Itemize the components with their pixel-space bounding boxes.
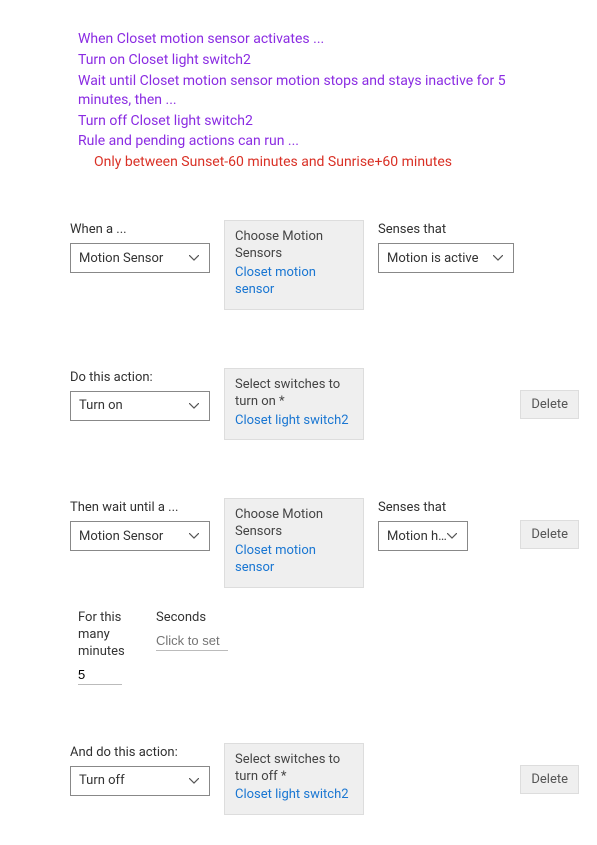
wait-choose-motion-title: Choose Motion Sensors	[235, 507, 353, 541]
action2-dropdown[interactable]: Turn off	[70, 766, 210, 796]
chevron-down-icon	[189, 255, 199, 261]
rule-line: Wait until Closet motion sensor motion s…	[78, 72, 527, 110]
action2-dropdown-value: Turn off	[79, 773, 125, 788]
delete-button[interactable]: Delete	[520, 520, 579, 549]
minutes-label-3: minutes	[78, 644, 138, 661]
seconds-input[interactable]	[156, 631, 228, 651]
minutes-input[interactable]	[78, 665, 122, 685]
wait-senses-value: Motion h…	[387, 529, 447, 544]
choose-motion-link[interactable]: Closet motion sensor	[235, 265, 353, 299]
rule-summary: When Closet motion sensor activates ... …	[0, 0, 597, 178]
action1-label: Do this action:	[70, 370, 210, 385]
chevron-down-icon	[189, 403, 199, 409]
delete-button[interactable]: Delete	[520, 390, 579, 419]
wait-dropdown[interactable]: Motion Sensor	[70, 521, 210, 551]
delete-button[interactable]: Delete	[520, 765, 579, 794]
select-switches-off-title: Select switches to turn off *	[235, 752, 353, 786]
senses-label: Senses that	[378, 222, 514, 237]
action1-section: Do this action: Turn on Select switches …	[0, 370, 597, 441]
minutes-label-2: many	[78, 627, 138, 644]
rule-line: Turn on Closet light switch2	[78, 51, 527, 70]
select-switches-on-link[interactable]: Closet light switch2	[235, 413, 353, 430]
choose-motion-sensors-box: Choose Motion Sensors Closet motion sens…	[224, 220, 364, 310]
when-dropdown-value: Motion Sensor	[79, 251, 163, 266]
action2-label: And do this action:	[70, 745, 210, 760]
chevron-down-icon	[189, 533, 199, 539]
action1-dropdown-value: Turn on	[79, 398, 123, 413]
select-switches-on-title: Select switches to turn on *	[235, 377, 353, 411]
action1-dropdown[interactable]: Turn on	[70, 391, 210, 421]
minutes-label-1: For this	[78, 610, 138, 627]
chevron-down-icon	[189, 778, 199, 784]
seconds-label: Seconds	[156, 610, 228, 627]
chevron-down-icon	[447, 533, 457, 539]
select-switches-off-link[interactable]: Closet light switch2	[235, 787, 353, 804]
choose-motion-title: Choose Motion Sensors	[235, 229, 353, 263]
senses-dropdown-value: Motion is active	[387, 251, 479, 266]
action2-section: And do this action: Turn off Select swit…	[0, 745, 597, 816]
wait-choose-motion-box: Choose Motion Sensors Closet motion sens…	[224, 498, 364, 588]
when-label: When a ...	[70, 222, 210, 237]
wait-label: Then wait until a ...	[70, 500, 210, 515]
wait-senses-dropdown[interactable]: Motion h…	[378, 521, 468, 551]
when-dropdown[interactable]: Motion Sensor	[70, 243, 210, 273]
page-container: When Closet motion sensor activates ... …	[0, 0, 597, 845]
wait-senses-label: Senses that	[378, 500, 474, 515]
rule-restriction: Only between Sunset-60 minutes and Sunri…	[94, 153, 527, 172]
rule-line: When Closet motion sensor activates ...	[78, 30, 527, 49]
chevron-down-icon	[493, 255, 503, 261]
rule-line: Rule and pending actions can run ...	[78, 132, 527, 151]
select-switches-off-box: Select switches to turn off * Closet lig…	[224, 743, 364, 816]
wait-dropdown-value: Motion Sensor	[79, 529, 163, 544]
wait-choose-motion-link[interactable]: Closet motion sensor	[235, 543, 353, 577]
senses-dropdown[interactable]: Motion is active	[378, 243, 514, 273]
select-switches-on-box: Select switches to turn on * Closet ligh…	[224, 368, 364, 441]
when-section: When a ... Motion Sensor Choose Motion S…	[0, 222, 597, 310]
wait-section: Then wait until a ... Motion Sensor Choo…	[0, 500, 597, 588]
minutes-row: For this many minutes Seconds	[0, 610, 597, 685]
rule-line: Turn off Closet light switch2	[78, 112, 527, 131]
